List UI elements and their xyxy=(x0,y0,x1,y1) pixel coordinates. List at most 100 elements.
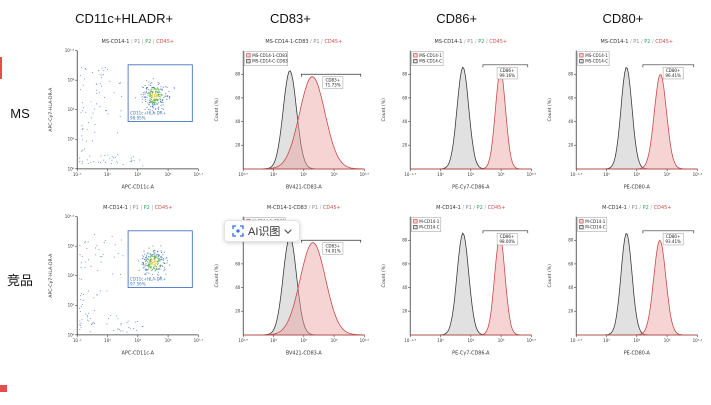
svg-text:98.00%: 98.00% xyxy=(499,239,515,244)
gate-bracket xyxy=(482,64,528,68)
svg-text:10⁵: 10⁵ xyxy=(663,338,670,343)
red-edge-mark xyxy=(0,57,2,79)
svg-text:10⁰: 10⁰ xyxy=(603,338,610,343)
row-label-competitor: 竞品 xyxy=(6,272,33,288)
svg-text:PE-CD80-A: PE-CD80-A xyxy=(623,351,650,357)
ai-badge-label: AI识图 xyxy=(248,226,281,238)
hist-curve xyxy=(575,233,698,336)
svg-text:10³: 10³ xyxy=(134,172,141,177)
svg-text:APC-Cy7-HLA-DR-A: APC-Cy7-HLA-DR-A xyxy=(48,253,54,298)
svg-text:10⁷·⁴: 10⁷·⁴ xyxy=(692,172,702,177)
svg-text:10⁷·⁴: 10⁷·⁴ xyxy=(692,338,702,343)
axes xyxy=(76,216,199,336)
svg-text:96.41%: 96.41% xyxy=(665,73,681,78)
gate-bracket xyxy=(301,240,362,243)
svg-text:10⁻¹: 10⁻¹ xyxy=(73,338,82,343)
chevron-down-icon xyxy=(284,228,293,234)
svg-text:MS-CD14-1-CD83: MS-CD14-1-CD83 xyxy=(252,53,288,58)
plot-ms-cd83: MS-CD14-1-CD83 / P1 / CD45+ 10²·⁹ 10⁴ 10⁵ 10… xyxy=(210,34,370,192)
svg-text:PE-Cy7-CD86-A: PE-Cy7-CD86-A xyxy=(452,184,490,190)
plot-title: M-CD14-1 | P1 | P2 | CD45+ xyxy=(103,205,172,211)
svg-text:10⁵: 10⁵ xyxy=(301,172,308,177)
hist-curve xyxy=(575,74,698,170)
plot-competitor-cd80: M-CD14-1 / P1 / P2 / CD45+ 10⁻¹·³ 10⁰ 10³ 10… xyxy=(543,200,703,358)
svg-text:10⁴: 10⁴ xyxy=(270,338,277,343)
svg-text:20: 20 xyxy=(235,309,241,314)
hist-curve xyxy=(409,69,531,170)
plot-competitor-cd11c-hladr: M-CD14-1 | P1 | P2 | CD45+ 10⁻¹ 10¹ 10³ 10⁵ 1… xyxy=(44,200,204,358)
hist-curve xyxy=(409,236,531,336)
svg-text:10⁻¹·³: 10⁻¹·³ xyxy=(404,338,416,343)
hist-curve xyxy=(243,242,365,336)
svg-text:10¹: 10¹ xyxy=(68,303,75,308)
svg-text:CD83+: CD83+ xyxy=(326,78,341,83)
svg-text:MS-CD14-C-CD83: MS-CD14-C-CD83 xyxy=(252,59,288,64)
svg-text:10⁶·⁵: 10⁶·⁵ xyxy=(526,172,536,177)
svg-text:80: 80 xyxy=(568,238,574,243)
svg-text:98.95%: 98.95% xyxy=(130,116,146,121)
svg-text:10³: 10³ xyxy=(68,273,75,278)
svg-text:74.01%: 74.01% xyxy=(325,249,341,254)
svg-text:MS-CD14-1: MS-CD14-1 xyxy=(585,53,608,58)
svg-text:10³: 10³ xyxy=(467,172,474,177)
svg-text:10⁵: 10⁵ xyxy=(68,244,75,249)
svg-text:M-CD14-C: M-CD14-C xyxy=(585,225,606,230)
svg-text:10⁻¹·³: 10⁻¹·³ xyxy=(570,338,582,343)
svg-text:40: 40 xyxy=(402,285,408,290)
gate-label-box xyxy=(496,66,517,80)
svg-text:APC-CD11c-A: APC-CD11c-A xyxy=(122,184,155,190)
axes xyxy=(76,50,199,170)
svg-text:10³: 10³ xyxy=(134,338,141,343)
gate-bracket xyxy=(301,73,362,77)
svg-text:BV421-CD83-A: BV421-CD83-A xyxy=(286,184,323,190)
svg-text:M-CD14-1: M-CD14-1 xyxy=(419,219,440,224)
scatter-points xyxy=(79,234,171,333)
ai-recognize-button[interactable]: AI识图 xyxy=(224,220,301,242)
gate-bracket xyxy=(482,230,528,234)
svg-text:Count (%): Count (%) xyxy=(547,264,553,288)
svg-text:MS-CD14-C: MS-CD14-C xyxy=(419,59,442,64)
plot-title: M-CD14-1 / P1 / P2 / CD45+ xyxy=(436,205,505,211)
plot-title: M-CD14-1-CD83 / P1 / CD45+ xyxy=(267,205,341,211)
plot-title: MS-CD14-1 / P1 / P2 / CD45+ xyxy=(600,39,672,45)
hist-curve xyxy=(409,66,531,170)
svg-text:20: 20 xyxy=(568,309,574,314)
svg-text:80: 80 xyxy=(402,238,408,243)
plot-canvas-scatter: M-CD14-1 | P1 | P2 | CD45+ 10⁻¹ 10¹ 10³ 10⁵ 1… xyxy=(48,205,204,357)
svg-text:60: 60 xyxy=(402,262,408,267)
plot-canvas-scatter: MS-CD14-1 | P1 | P2 | CD45+ 10⁻¹ 10¹ 10³ 10⁵… xyxy=(48,39,204,191)
svg-text:10³: 10³ xyxy=(633,338,640,343)
svg-text:10³: 10³ xyxy=(68,107,75,112)
svg-text:10¹: 10¹ xyxy=(104,172,111,177)
svg-text:10⁴: 10⁴ xyxy=(270,172,277,177)
plot-grid: CD11c+HLADR+ CD83+ CD86+ CD80+ MS MS-CD1… xyxy=(6,11,703,358)
hist-curve xyxy=(243,76,365,170)
svg-text:M-CD14-C: M-CD14-C xyxy=(419,225,440,230)
svg-text:20: 20 xyxy=(235,143,241,148)
svg-text:10⁷·⁶: 10⁷·⁶ xyxy=(65,48,75,53)
svg-text:10⁶·⁵: 10⁶·⁵ xyxy=(526,338,536,343)
svg-text:BV421-CD83-A: BV421-CD83-A xyxy=(286,351,323,357)
svg-text:10⁶: 10⁶ xyxy=(331,172,338,177)
svg-text:10⁻¹·³: 10⁻¹·³ xyxy=(570,172,582,177)
svg-text:60: 60 xyxy=(402,95,408,100)
svg-text:M-CD14-1: M-CD14-1 xyxy=(585,219,606,224)
column-title-cd86: CD86+ xyxy=(436,11,478,26)
svg-text:10⁵: 10⁵ xyxy=(68,78,75,83)
column-title-cd80: CD80+ xyxy=(602,11,644,26)
svg-text:10⁰: 10⁰ xyxy=(68,166,75,171)
svg-text:20: 20 xyxy=(402,309,408,314)
svg-text:10⁵: 10⁵ xyxy=(497,172,504,177)
plot-title: MS-CD14-1 / P1 / P2 / CD45+ xyxy=(434,39,506,45)
svg-text:60: 60 xyxy=(568,95,574,100)
plot-ms-cd86: MS-CD14-1 / P1 / P2 / CD45+ 10⁻¹·³ 10⁰ 10³ 1… xyxy=(377,34,537,192)
svg-text:MS-CD14-C: MS-CD14-C xyxy=(585,59,608,64)
svg-text:20: 20 xyxy=(568,143,574,148)
svg-text:10⁰: 10⁰ xyxy=(437,172,444,177)
plot-title: MS-CD14-1 | P1 | P2 | CD45+ xyxy=(102,39,174,45)
svg-text:40: 40 xyxy=(235,119,241,124)
plot-canvas-histogram: MS-CD14-1 / P1 / P2 / CD45+ 10⁻¹·³ 10⁰ 10³ 1… xyxy=(547,39,703,191)
gate-label-box xyxy=(322,242,344,255)
svg-text:CD11c+HLA-DR+: CD11c+HLA-DR+ xyxy=(130,111,166,116)
